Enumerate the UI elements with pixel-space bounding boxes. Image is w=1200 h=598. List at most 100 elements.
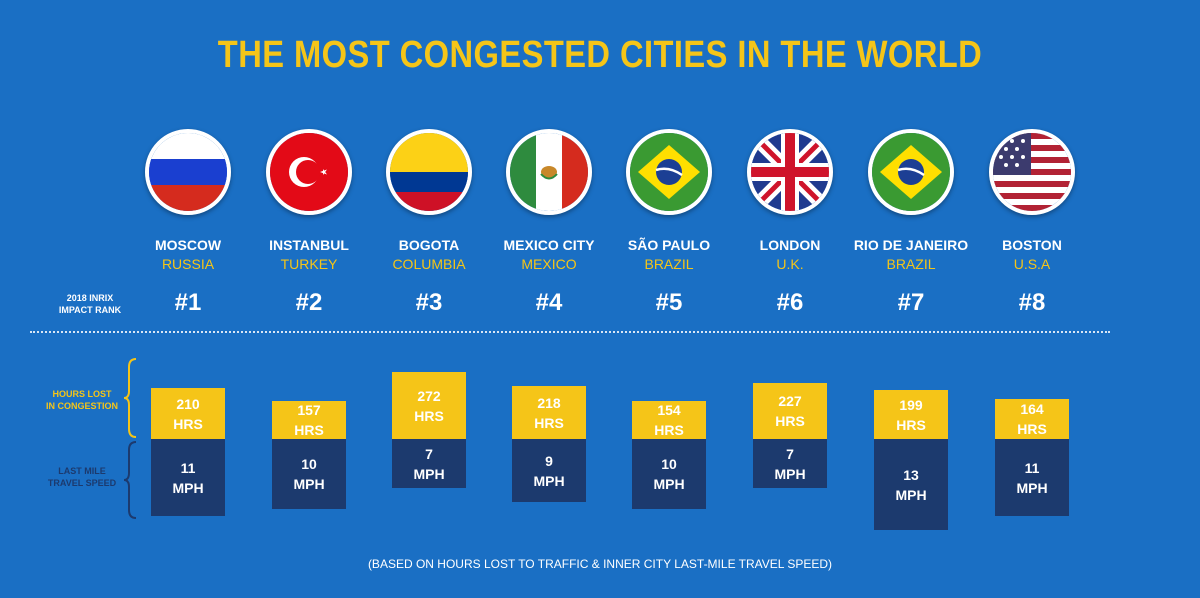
- city-column: MEXICO CITY MEXICO #4 218 HRS 9 MPH: [489, 0, 609, 598]
- speed-unit: MPH: [895, 486, 927, 503]
- hours-unit: HRS: [1017, 421, 1047, 437]
- colombia-flag-icon: [386, 129, 472, 215]
- speed-brace-icon: [123, 441, 137, 519]
- hours-data-label: 199 HRS: [896, 395, 926, 435]
- rank-value: #4: [535, 289, 563, 316]
- hours-unit: HRS: [534, 414, 564, 431]
- usa-flag-icon: [989, 129, 1075, 215]
- country-name: TURKEY: [280, 256, 338, 272]
- speed-value: 7: [786, 445, 794, 462]
- city-name: BOGOTA: [398, 237, 460, 253]
- city-column: MOSCOW RUSSIA #1 210 HRS 11 MPH: [128, 0, 248, 598]
- mexico-flag-icon: [506, 129, 592, 215]
- speed-bar: 9 MPH: [512, 439, 586, 502]
- country-name: RUSSIA: [161, 256, 215, 272]
- hours-value: 164: [1020, 401, 1044, 417]
- hours-unit: HRS: [414, 407, 444, 424]
- speed-data-label: 9 MPH: [533, 451, 564, 491]
- rank-value: #8: [1018, 289, 1046, 316]
- hours-unit: HRS: [173, 415, 203, 432]
- hours-unit: HRS: [775, 413, 805, 429]
- speed-label-line-1: LAST MILE: [58, 466, 106, 476]
- city-name: RIO DE JANEIRO: [853, 237, 969, 253]
- hours-label-line-1: HOURS LOST: [52, 389, 112, 399]
- hours-bar: 154 HRS: [632, 401, 706, 439]
- rank-value: #5: [655, 289, 683, 316]
- brazil-flag-icon: [626, 129, 712, 215]
- city-name: SÃO PAULO: [627, 237, 711, 253]
- hours-value: 210: [176, 395, 200, 412]
- dotted-divider: [30, 331, 1110, 333]
- hours-value: 227: [778, 393, 802, 409]
- footnote: (BASED ON HOURS LOST TO TRAFFIC & INNER …: [367, 557, 833, 571]
- speed-axis-label: LAST MILE TRAVEL SPEED: [36, 465, 128, 489]
- speed-bar: 10 MPH: [632, 439, 706, 509]
- hours-value: 218: [537, 394, 561, 411]
- hours-bar: 272 HRS: [392, 372, 466, 439]
- hours-data-label: 210 HRS: [173, 394, 203, 434]
- hours-data-label: 218 HRS: [534, 393, 564, 433]
- speed-label-line-2: TRAVEL SPEED: [47, 478, 117, 488]
- hours-unit: HRS: [654, 422, 684, 438]
- speed-unit: MPH: [653, 476, 685, 492]
- rank-value: #1: [174, 289, 202, 316]
- speed-unit: MPH: [293, 476, 325, 492]
- speed-bar: 7 MPH: [392, 439, 466, 488]
- hours-value: 157: [297, 402, 321, 418]
- rank-label-line-1: 2018 INRIX: [66, 293, 114, 303]
- country-name: BRAZIL: [644, 256, 694, 272]
- hours-bar: 218 HRS: [512, 386, 586, 439]
- hours-value: 154: [657, 402, 681, 418]
- city-column: INSTANBUL TURKEY #2 157 HRS 10 MPH: [249, 0, 369, 598]
- hours-bar: 157 HRS: [272, 401, 346, 439]
- speed-data-label: 13 MPH: [895, 465, 926, 505]
- hours-unit: HRS: [896, 416, 926, 433]
- speed-value: 9: [545, 452, 553, 469]
- country-name: MEXICO: [521, 256, 577, 272]
- speed-bar: 11 MPH: [151, 439, 225, 516]
- speed-value: 10: [301, 456, 317, 472]
- city-column: RIO DE JANEIRO BRAZIL #7 199 HRS 13 MPH: [851, 0, 971, 598]
- city-name: MOSCOW: [154, 237, 222, 253]
- hours-bar: 210 HRS: [151, 388, 225, 439]
- rank-axis-label: 2018 INRIX IMPACT RANK: [30, 292, 150, 316]
- speed-unit: MPH: [533, 472, 565, 489]
- city-name: LONDON: [759, 237, 821, 253]
- hours-axis-label: HOURS LOST IN CONGESTION: [36, 388, 128, 412]
- speed-data-label: 7 MPH: [774, 444, 805, 484]
- speed-bar: 11 MPH: [995, 439, 1069, 516]
- city-name: MEXICO CITY: [503, 237, 595, 253]
- hours-data-label: 164 HRS: [1017, 399, 1047, 439]
- country-name: COLUMBIA: [392, 256, 466, 272]
- hours-bar: 164 HRS: [995, 399, 1069, 439]
- speed-value: 7: [425, 445, 433, 462]
- rank-value: #6: [776, 289, 804, 316]
- speed-data-label: 7 MPH: [413, 444, 444, 484]
- rank-value: #3: [415, 289, 443, 316]
- speed-bar: 10 MPH: [272, 439, 346, 509]
- city-column: BOSTON U.S.A #8 164 HRS 11 MPH: [972, 0, 1092, 598]
- hours-bar: 227 HRS: [753, 383, 827, 439]
- hours-value: 272: [417, 387, 441, 404]
- country-name: BRAZIL: [886, 256, 936, 272]
- speed-value: 11: [180, 459, 196, 476]
- chart-title: THE MOST CONGESTED CITIES IN THE WORLD: [217, 34, 983, 76]
- speed-bar: 7 MPH: [753, 439, 827, 488]
- speed-value: 13: [903, 466, 919, 483]
- speed-data-label: 11 MPH: [172, 458, 203, 498]
- city-column: SÃO PAULO BRAZIL #5 154 HRS 10 MPH: [609, 0, 729, 598]
- speed-data-label: 10 MPH: [653, 454, 684, 494]
- hours-bar: 199 HRS: [874, 390, 948, 439]
- city-column: LONDON U.K. #6 227 HRS 7 MPH: [730, 0, 850, 598]
- hours-unit: HRS: [294, 422, 324, 438]
- speed-value: 11: [1024, 459, 1040, 476]
- speed-data-label: 11 MPH: [1016, 458, 1047, 498]
- speed-unit: MPH: [413, 465, 445, 482]
- city-name: BOSTON: [1002, 237, 1062, 253]
- hours-data-label: 157 HRS: [294, 400, 324, 440]
- speed-data-label: 10 MPH: [293, 454, 324, 494]
- speed-bar: 13 MPH: [874, 439, 948, 530]
- speed-unit: MPH: [172, 479, 204, 496]
- rank-value: #7: [897, 289, 925, 316]
